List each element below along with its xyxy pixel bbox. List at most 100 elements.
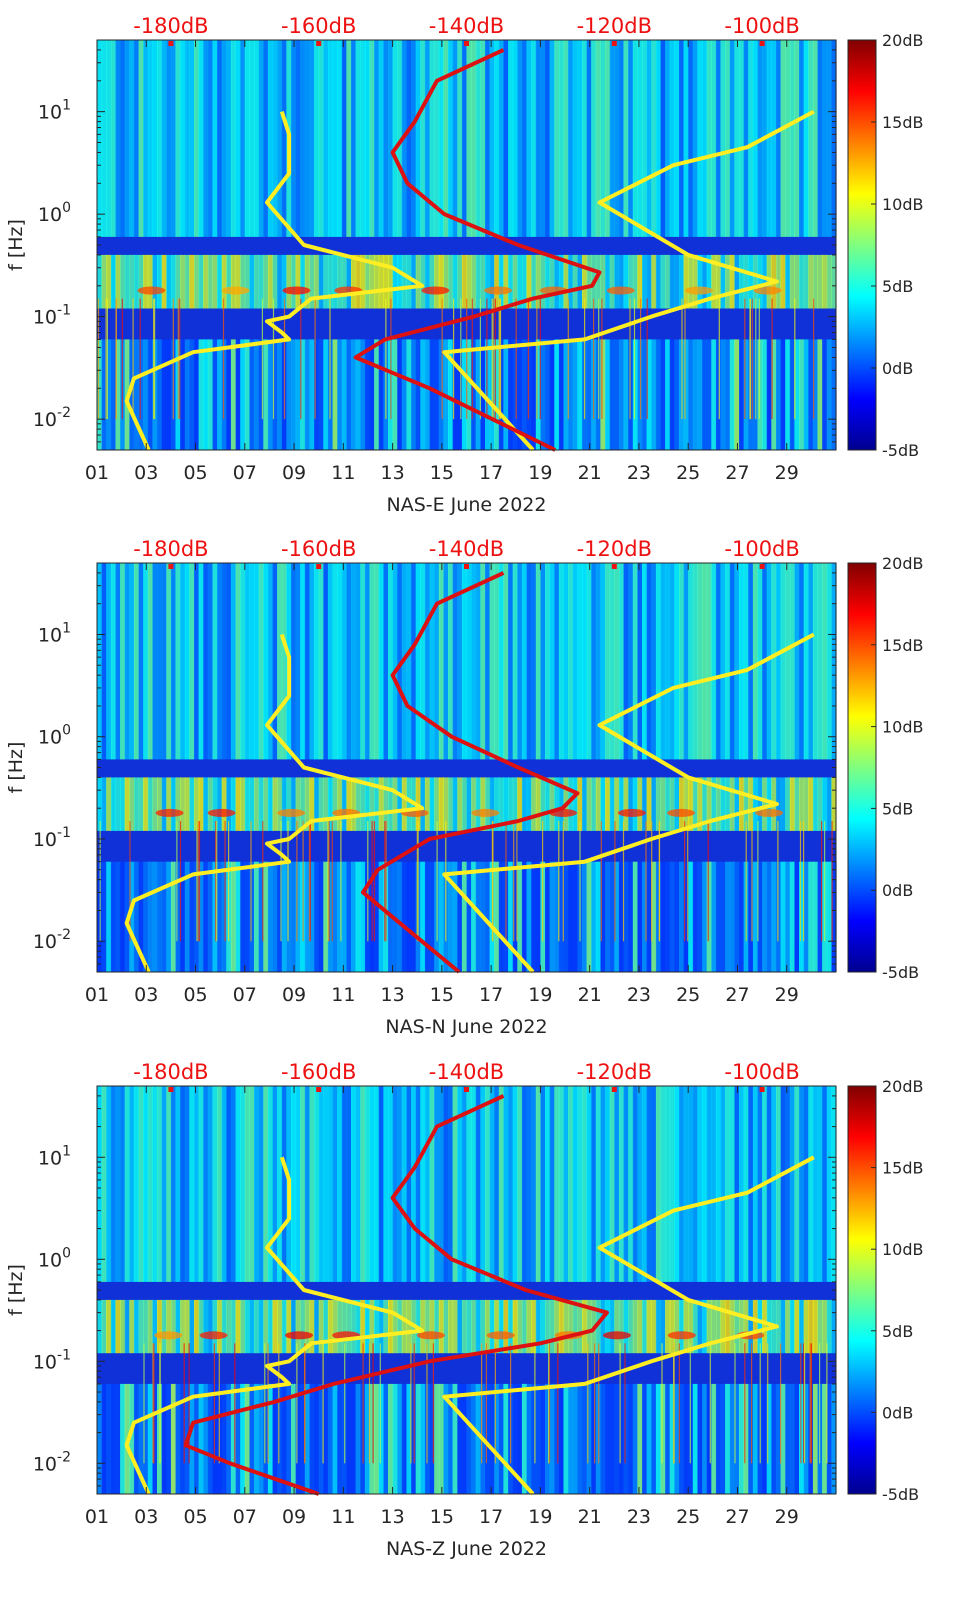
- x-tick-label: 09: [282, 984, 306, 1006]
- top-db-tick-label: -160dB: [281, 14, 356, 38]
- colorbar-label: 15dB: [882, 113, 924, 132]
- colorbar-label: 20dB: [882, 31, 924, 50]
- x-tick-label: 23: [627, 984, 651, 1006]
- x-tick-label: 01: [85, 984, 109, 1006]
- y-tick-label: 10-2: [33, 405, 71, 431]
- colorbar-label: 0dB: [882, 881, 913, 900]
- colorbar-label: -5dB: [882, 441, 919, 460]
- spectrogram-panel-2: 01 03 05 07 09 11 13 15 17 19 21 23 25 27 29 NAS-N June…: [5, 537, 924, 1038]
- y-tick-label: 100: [38, 1245, 71, 1271]
- x-tick-label: 13: [381, 1506, 405, 1528]
- x-tick-label: 15: [430, 984, 454, 1006]
- colorbar-label: 0dB: [882, 1403, 913, 1422]
- top-db-tick-mark: [316, 1087, 322, 1092]
- median-psd-line: [183, 1094, 609, 1496]
- x-tick-label: 23: [627, 1506, 651, 1528]
- colorbar: 20dB 15dB 10dB 5dB 0dB -5dB: [847, 1077, 924, 1504]
- top-db-tick-label: -180dB: [133, 1060, 208, 1084]
- y-tick-label: 101: [38, 620, 71, 646]
- y-axis-label: f [Hz]: [5, 742, 27, 794]
- y-tick-label: 10-2: [33, 1449, 71, 1475]
- spectrogram-panel-1: 01 03 05 07 09 11 13 15 17 19 21 23 25 27 29 NAS-E June…: [5, 14, 924, 516]
- top-db-tick-mark: [464, 1087, 469, 1092]
- x-tick-label: 13: [381, 462, 405, 484]
- x-tick-label: 15: [430, 1506, 454, 1528]
- x-tick-label: 11: [331, 984, 355, 1006]
- top-db-tick-label: -140dB: [429, 537, 504, 561]
- noise-model-low-model: [124, 633, 425, 973]
- colorbar-gradient: [847, 39, 877, 451]
- colorbar: 20dB 15dB 10dB 5dB 0dB -5dB: [847, 31, 924, 460]
- x-tick-label: 17: [479, 462, 503, 484]
- colorbar-gradient: [847, 1085, 877, 1495]
- x-tick-label: 05: [183, 462, 207, 484]
- colorbar-label: 10dB: [882, 718, 924, 737]
- top-db-tick-mark: [168, 564, 174, 569]
- y-axis-label: f [Hz]: [5, 1264, 27, 1316]
- top-db-tick-mark: [464, 41, 469, 46]
- noise-model-low-model: [124, 110, 425, 451]
- x-tick-label: 27: [725, 1506, 749, 1528]
- top-db-tick-label: -120dB: [577, 14, 652, 38]
- noise-model-high-model: [442, 109, 815, 452]
- x-tick-label: 01: [85, 462, 109, 484]
- colorbar-label: 5dB: [882, 277, 913, 296]
- x-tick-label: 07: [233, 1506, 257, 1528]
- colorbar-label: 5dB: [882, 1322, 913, 1341]
- x-tick-label: 07: [233, 984, 257, 1006]
- x-tick-label: 09: [282, 462, 306, 484]
- x-tick-label: 05: [183, 1506, 207, 1528]
- median-psd-line: [353, 48, 602, 452]
- top-db-tick-label: -160dB: [281, 1060, 356, 1084]
- y-tick-label: 100: [38, 200, 71, 226]
- y-tick-label: 10-1: [33, 303, 71, 329]
- median-psd-line: [361, 571, 580, 974]
- x-tick-label: 19: [528, 1506, 552, 1528]
- x-tick-label: 29: [775, 1506, 799, 1528]
- top-db-tick-label: -100dB: [724, 1060, 799, 1084]
- x-tick-label: 21: [578, 1506, 602, 1528]
- top-db-tick-label: -180dB: [133, 537, 208, 561]
- y-tick-label: 10-1: [33, 1347, 71, 1373]
- x-tick-label: 21: [578, 462, 602, 484]
- noise-model-high-model: [442, 632, 815, 974]
- colorbar-label: 20dB: [882, 554, 924, 573]
- x-tick-label: 25: [676, 462, 700, 484]
- x-tick-label: 13: [381, 984, 405, 1006]
- x-tick-label: 03: [134, 984, 158, 1006]
- top-db-tick-label: -120dB: [577, 537, 652, 561]
- colorbar-label: 10dB: [882, 1240, 924, 1259]
- top-db-tick-mark: [611, 41, 617, 46]
- top-db-tick-label: -140dB: [429, 14, 504, 38]
- colorbar-label: 10dB: [882, 195, 924, 214]
- x-tick-label: 09: [282, 1506, 306, 1528]
- top-db-tick-mark: [316, 41, 322, 46]
- top-db-tick-label: -140dB: [429, 1060, 504, 1084]
- x-tick-label: 21: [578, 984, 602, 1006]
- colorbar-label: 5dB: [882, 799, 913, 818]
- top-db-tick-mark: [759, 564, 765, 569]
- x-tick-label: 01: [85, 1506, 109, 1528]
- noise-model-low-model: [124, 1156, 425, 1495]
- top-db-tick-mark: [168, 1087, 174, 1092]
- top-db-tick-label: -120dB: [577, 1060, 652, 1084]
- x-tick-label: 03: [134, 462, 158, 484]
- x-tick-label: 03: [134, 1506, 158, 1528]
- top-db-tick-label: -180dB: [133, 14, 208, 38]
- x-tick-label: 25: [676, 1506, 700, 1528]
- top-db-tick-mark: [759, 41, 765, 46]
- colorbar-label: 20dB: [882, 1077, 924, 1096]
- top-db-tick-label: -100dB: [724, 14, 799, 38]
- colorbar-gradient: [847, 562, 877, 973]
- x-tick-label: 17: [479, 984, 503, 1006]
- y-axis-label: f [Hz]: [5, 219, 27, 271]
- spectrogram-panel-3: 01 03 05 07 09 11 13 15 17 19 21 23 25 27 29 NAS-Z June…: [5, 1060, 924, 1560]
- x-axis-label: NAS-N June 2022: [385, 1016, 547, 1038]
- y-tick-label: 10-1: [33, 825, 71, 851]
- y-tick-label: 101: [38, 1143, 71, 1169]
- x-tick-label: 27: [725, 462, 749, 484]
- top-db-tick-label: -100dB: [724, 537, 799, 561]
- colorbar-label: 15dB: [882, 636, 924, 655]
- top-db-tick-mark: [611, 1087, 617, 1092]
